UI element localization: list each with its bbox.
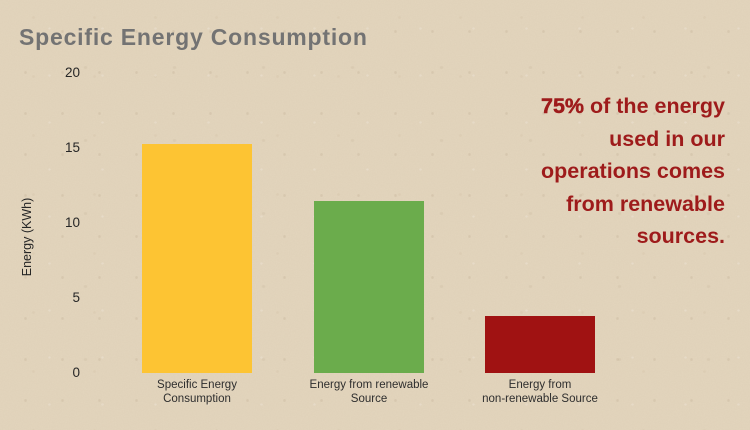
annotation-bold-lead: 75% — [540, 94, 585, 119]
annotation-line: from renewable — [566, 191, 725, 216]
annotation-line-rest: of the energy — [584, 94, 725, 118]
category-label-line: Consumption — [163, 392, 231, 405]
category-label-2: Energy from non-renewable Source — [450, 379, 630, 406]
bar-0 — [142, 143, 252, 373]
category-label-line: non-renewable Source — [482, 392, 598, 405]
annotation-line: sources. — [636, 224, 725, 248]
category-label-1: Energy from renewable Source — [279, 379, 459, 406]
category-label-line: Source — [350, 392, 388, 405]
bar-1 — [314, 200, 424, 373]
bar-2 — [485, 316, 595, 373]
annotation-line: used in our — [609, 126, 725, 151]
annotation-line: 75% of the energy — [425, 90, 725, 123]
category-label-line: Energy from — [508, 379, 572, 391]
category-label-line: Energy from renewable — [309, 379, 429, 391]
category-label-0: Specific Energy Consumption — [107, 379, 287, 406]
annotation-line: operations comes — [541, 159, 725, 183]
annotation-text: 75% of the energy used in our operations… — [425, 90, 725, 253]
category-label-line: Specific Energy — [157, 379, 237, 391]
